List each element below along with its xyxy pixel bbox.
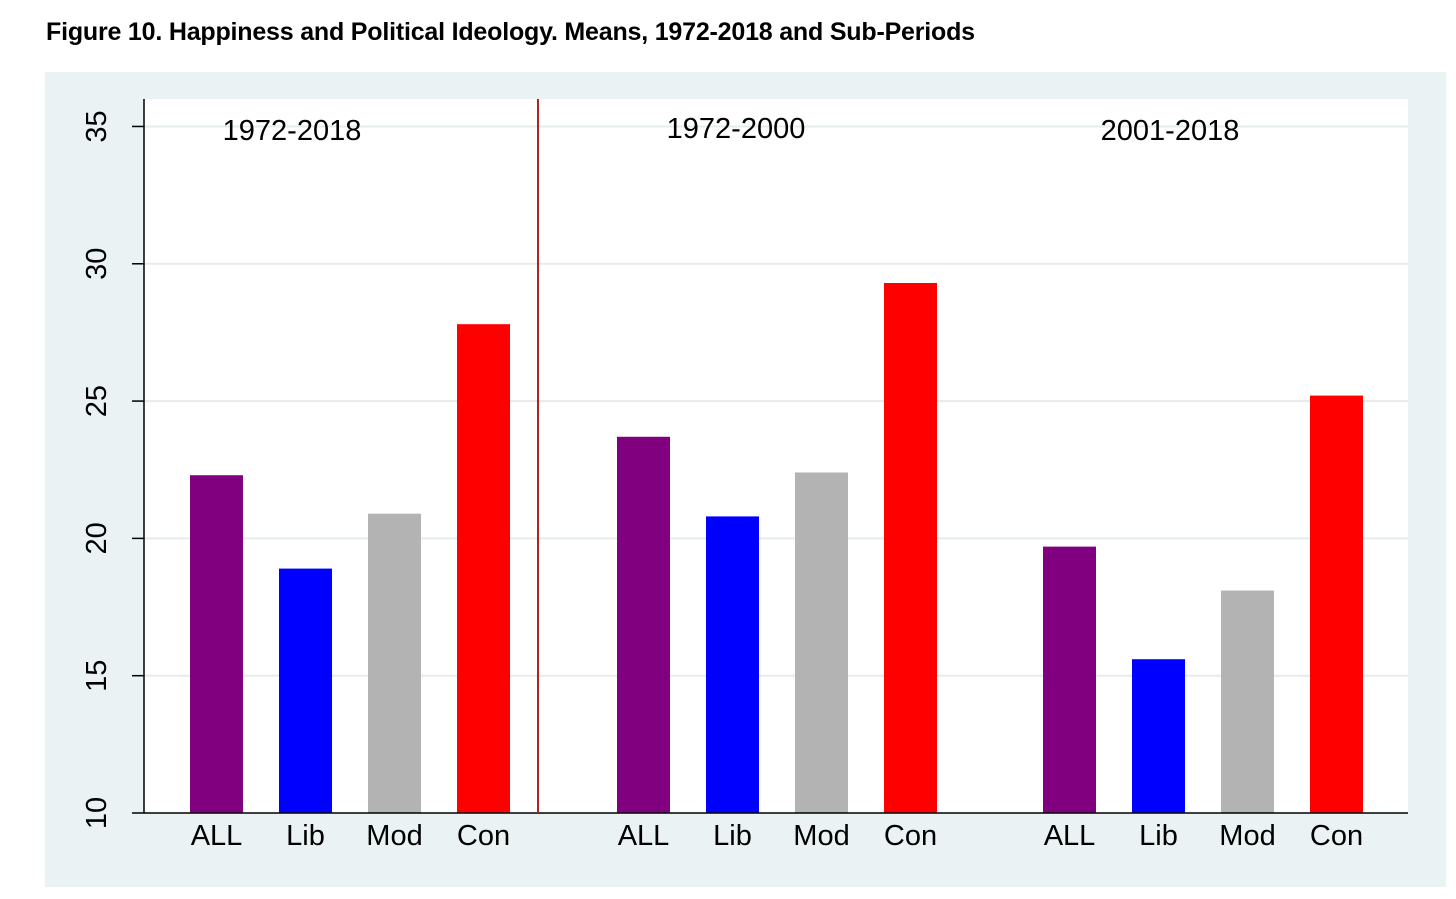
bars xyxy=(190,282,1363,813)
bar-2001-2018-lib xyxy=(1132,659,1185,813)
bar-2001-2018-all xyxy=(1043,546,1096,813)
bar-2001-2018-mod xyxy=(1221,590,1274,813)
x-category-label: Mod xyxy=(1219,820,1275,852)
bar-1972-2018-lib xyxy=(279,568,332,813)
bar-2001-2018-con xyxy=(1310,395,1363,813)
y-tick-label: 35 xyxy=(81,110,113,142)
figure-title: Figure 10. Happiness and Political Ideol… xyxy=(46,18,975,46)
gridlines xyxy=(144,125,1408,677)
y-tick-label: 10 xyxy=(81,797,113,829)
x-category-label: Mod xyxy=(366,820,422,852)
bar-1972-2000-mod xyxy=(795,472,848,813)
axes xyxy=(132,99,1408,814)
x-category-label: Lib xyxy=(713,820,752,852)
y-tick-label: 25 xyxy=(81,385,113,417)
labels: 10 15 20 25 30 35 1972-2018 ALL Lib Mod Con 1972-20… xyxy=(81,110,1363,852)
y-tick-label: 30 xyxy=(81,248,113,280)
x-category-label: Con xyxy=(1310,820,1363,852)
y-tick-label: 15 xyxy=(81,660,113,692)
bar-1972-2018-con xyxy=(457,324,510,813)
y-tick-label: 20 xyxy=(81,522,113,554)
bar-1972-2000-con xyxy=(884,282,937,813)
x-category-label: Lib xyxy=(1139,820,1178,852)
period-label: 1972-2018 xyxy=(223,115,362,147)
period-label: 2001-2018 xyxy=(1101,115,1240,147)
x-category-label: Con xyxy=(884,820,937,852)
x-category-label: ALL xyxy=(191,820,243,852)
x-category-label: Con xyxy=(457,820,510,852)
x-category-label: Mod xyxy=(793,820,849,852)
x-category-label: ALL xyxy=(618,820,670,852)
plot-area xyxy=(144,99,1408,813)
bar-1972-2000-all xyxy=(617,436,670,813)
period-label: 1972-2000 xyxy=(667,113,806,145)
x-category-label: ALL xyxy=(1044,820,1096,852)
x-category-label: Lib xyxy=(286,820,325,852)
bar-1972-2018-all xyxy=(190,475,243,813)
bar-1972-2000-lib xyxy=(706,516,759,813)
bar-1972-2018-mod xyxy=(368,513,421,813)
